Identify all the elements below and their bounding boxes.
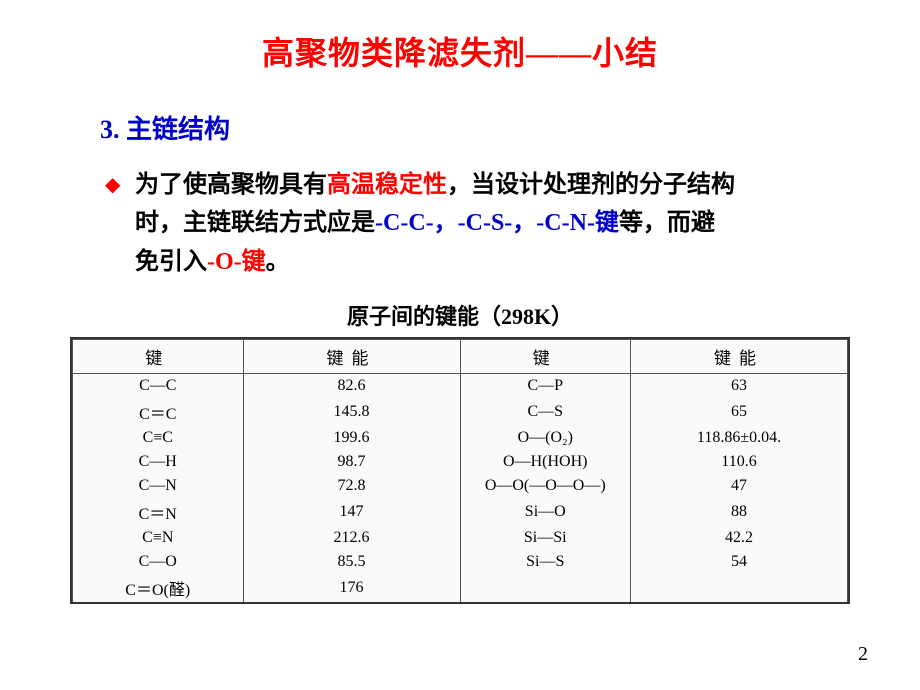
bullet-paragraph: ◆ 为了使高聚物具有高温稳定性，当设计处理剂的分子结构 时，主链联结方式应是-C… — [135, 166, 820, 281]
table-cell: O—O(—O—O—) — [460, 474, 631, 498]
text-segment: 免引入 — [135, 249, 207, 275]
table-cell: Si—Si — [460, 526, 631, 550]
table-cell: C—S — [460, 398, 631, 426]
table-row: C≡N212.6Si—Si42.2 — [73, 526, 848, 550]
table-cell: 212.6 — [243, 526, 460, 550]
table-cell: Si—O — [460, 498, 631, 526]
table-cell: C—C — [73, 374, 244, 398]
table-cell: 98.7 — [243, 450, 460, 474]
table-cell: Si—S — [460, 550, 631, 574]
page-number: 2 — [858, 643, 868, 666]
table-cell: 63 — [631, 374, 848, 398]
table-cell: 54 — [631, 550, 848, 574]
bullet-line-3: 免引入-O-键。 — [135, 243, 820, 281]
text-segment-red: -O-键 — [207, 249, 266, 275]
table-cell: 118.86±0.04. — [631, 426, 848, 450]
title-suffix: ——小结 — [526, 35, 658, 71]
table-cell: C—N — [73, 474, 244, 498]
bond-energy-table-wrap: 键 键能 键 键能 C—C82.6C—P63C＝C145.8C—S65C≡C19… — [70, 337, 850, 604]
table-cell: 199.6 — [243, 426, 460, 450]
table-cell: 147 — [243, 498, 460, 526]
table-cell: C＝O(醛) — [73, 574, 244, 602]
table-cell: 176 — [243, 574, 460, 602]
table-cell: C—P — [460, 374, 631, 398]
table-cell — [460, 574, 631, 602]
table-cell: 145.8 — [243, 398, 460, 426]
table-header: 键能 — [631, 340, 848, 374]
bullet-line-2: 时，主链联结方式应是-C-C-，-C-S-，-C-N-键等，而避 — [135, 204, 820, 242]
text-segment: 时，主链联结方式应是 — [135, 210, 375, 236]
table-cell: 110.6 — [631, 450, 848, 474]
table-cell: 85.5 — [243, 550, 460, 574]
table-row: C≡C199.6O—(O₂)118.86±0.04. — [73, 426, 848, 450]
section-heading: 3. 主链结构 — [100, 109, 880, 146]
table-row: C—O85.5Si—S54 — [73, 550, 848, 574]
table-cell: C≡N — [73, 526, 244, 550]
text-segment-red: 高温稳定性 — [327, 172, 447, 198]
table-header: 键能 — [243, 340, 460, 374]
diamond-icon: ◆ — [105, 172, 120, 197]
table-cell: 72.8 — [243, 474, 460, 498]
table-header: 键 — [73, 340, 244, 374]
table-row: C—C82.6C—P63 — [73, 374, 848, 398]
text-segment: 。 — [266, 249, 290, 275]
table-row: C＝O(醛)176 — [73, 574, 848, 602]
table-cell: C＝C — [73, 398, 244, 426]
table-header: 键 — [460, 340, 631, 374]
table-row: C—N72.8O—O(—O—O—)47 — [73, 474, 848, 498]
table-row: C—H98.7O—H(HOH)110.6 — [73, 450, 848, 474]
table-row: C＝C145.8C—S65 — [73, 398, 848, 426]
table-cell: C≡C — [73, 426, 244, 450]
table-cell: 82.6 — [243, 374, 460, 398]
table-row: C＝N147Si—O88 — [73, 498, 848, 526]
table-cell: 42.2 — [631, 526, 848, 550]
table-cell: O—H(HOH) — [460, 450, 631, 474]
table-cell: 65 — [631, 398, 848, 426]
table-cell: C＝N — [73, 498, 244, 526]
bullet-line-1: 为了使高聚物具有高温稳定性，当设计处理剂的分子结构 — [135, 166, 820, 204]
bond-energy-table: 键 键能 键 键能 C—C82.6C—P63C＝C145.8C—S65C≡C19… — [72, 339, 848, 602]
table-cell: C—H — [73, 450, 244, 474]
text-segment: ，当设计处理剂的分子结构 — [447, 172, 735, 198]
slide-title: 高聚物类降滤失剂——小结 — [40, 28, 880, 74]
title-prefix: 高聚物类降滤失剂 — [262, 35, 526, 71]
table-cell: 47 — [631, 474, 848, 498]
text-segment-blue: -C-C-，-C-S-，-C-N-键 — [375, 210, 619, 236]
table-cell: C—O — [73, 550, 244, 574]
table-cell: 88 — [631, 498, 848, 526]
text-segment: 等，而避 — [619, 210, 715, 236]
table-caption: 原子间的键能（298K） — [40, 299, 880, 331]
table-cell: O—(O₂) — [460, 426, 631, 450]
table-header-row: 键 键能 键 键能 — [73, 340, 848, 374]
table-cell — [631, 574, 848, 602]
text-segment: 为了使高聚物具有 — [135, 172, 327, 198]
